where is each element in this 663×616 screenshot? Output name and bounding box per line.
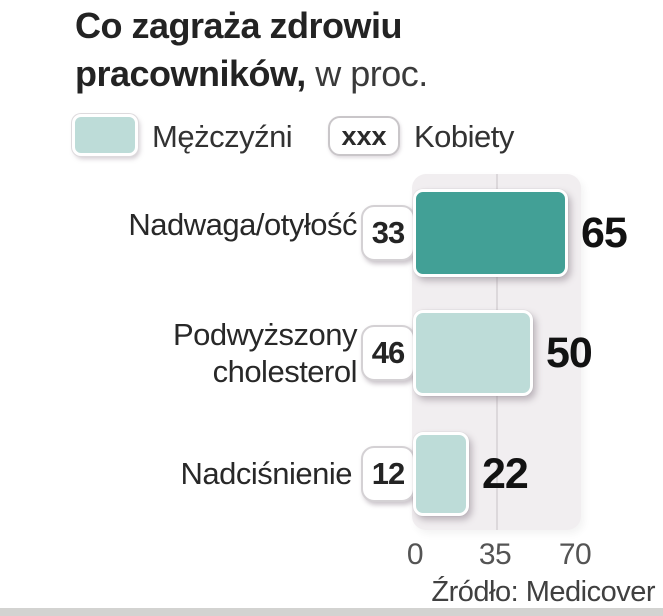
title-line2: pracowników, w proc. (75, 53, 428, 94)
category-label: Podwyższony cholesterol (172, 317, 358, 389)
legend-men-label: Mężczyźni (152, 119, 293, 154)
axis-tick: 0 (406, 538, 424, 571)
title-units: w proc. (305, 53, 428, 94)
men-bar (413, 310, 533, 396)
men-bar (413, 189, 568, 277)
women-value-box: 12 (361, 446, 415, 502)
women-value-box: 33 (361, 205, 415, 261)
men-value: 50 (546, 329, 593, 377)
title-line1: Co zagraża zdrowiu (75, 5, 403, 46)
axis-tick: 35 (478, 538, 512, 571)
page-title: Co zagraża zdrowiu pracowników, w proc. (75, 2, 428, 98)
men-value: 65 (581, 209, 628, 257)
bottom-border (0, 608, 663, 616)
legend-women-label: Kobiety (414, 119, 514, 154)
axis-tick: 70 (558, 538, 592, 571)
category-label: Nadciśnienie (180, 456, 353, 491)
legend-women-swatch: xxx (328, 116, 400, 156)
men-bar (413, 432, 469, 516)
category-label: Nadwaga/otyłość (128, 207, 357, 242)
legend-men-swatch (72, 114, 138, 156)
men-value: 22 (482, 450, 529, 498)
source-note: Źródło: Medicover (431, 576, 655, 608)
women-value-box: 46 (361, 325, 415, 381)
